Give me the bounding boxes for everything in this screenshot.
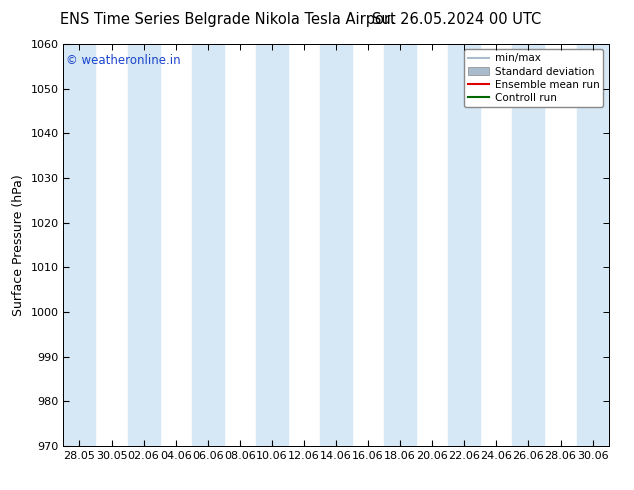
Bar xyxy=(191,44,224,446)
Text: ENS Time Series Belgrade Nikola Tesla Airport: ENS Time Series Belgrade Nikola Tesla Ai… xyxy=(60,12,396,27)
Bar xyxy=(576,44,609,446)
Legend: min/max, Standard deviation, Ensemble mean run, Controll run: min/max, Standard deviation, Ensemble me… xyxy=(464,49,604,107)
Bar xyxy=(512,44,545,446)
Bar xyxy=(448,44,481,446)
Y-axis label: Surface Pressure (hPa): Surface Pressure (hPa) xyxy=(12,174,25,316)
Text: © weatheronline.in: © weatheronline.in xyxy=(66,54,181,67)
Bar xyxy=(384,44,416,446)
Bar xyxy=(256,44,288,446)
Bar xyxy=(127,44,160,446)
Bar xyxy=(63,44,96,446)
Bar xyxy=(320,44,352,446)
Text: Su. 26.05.2024 00 UTC: Su. 26.05.2024 00 UTC xyxy=(372,12,541,27)
